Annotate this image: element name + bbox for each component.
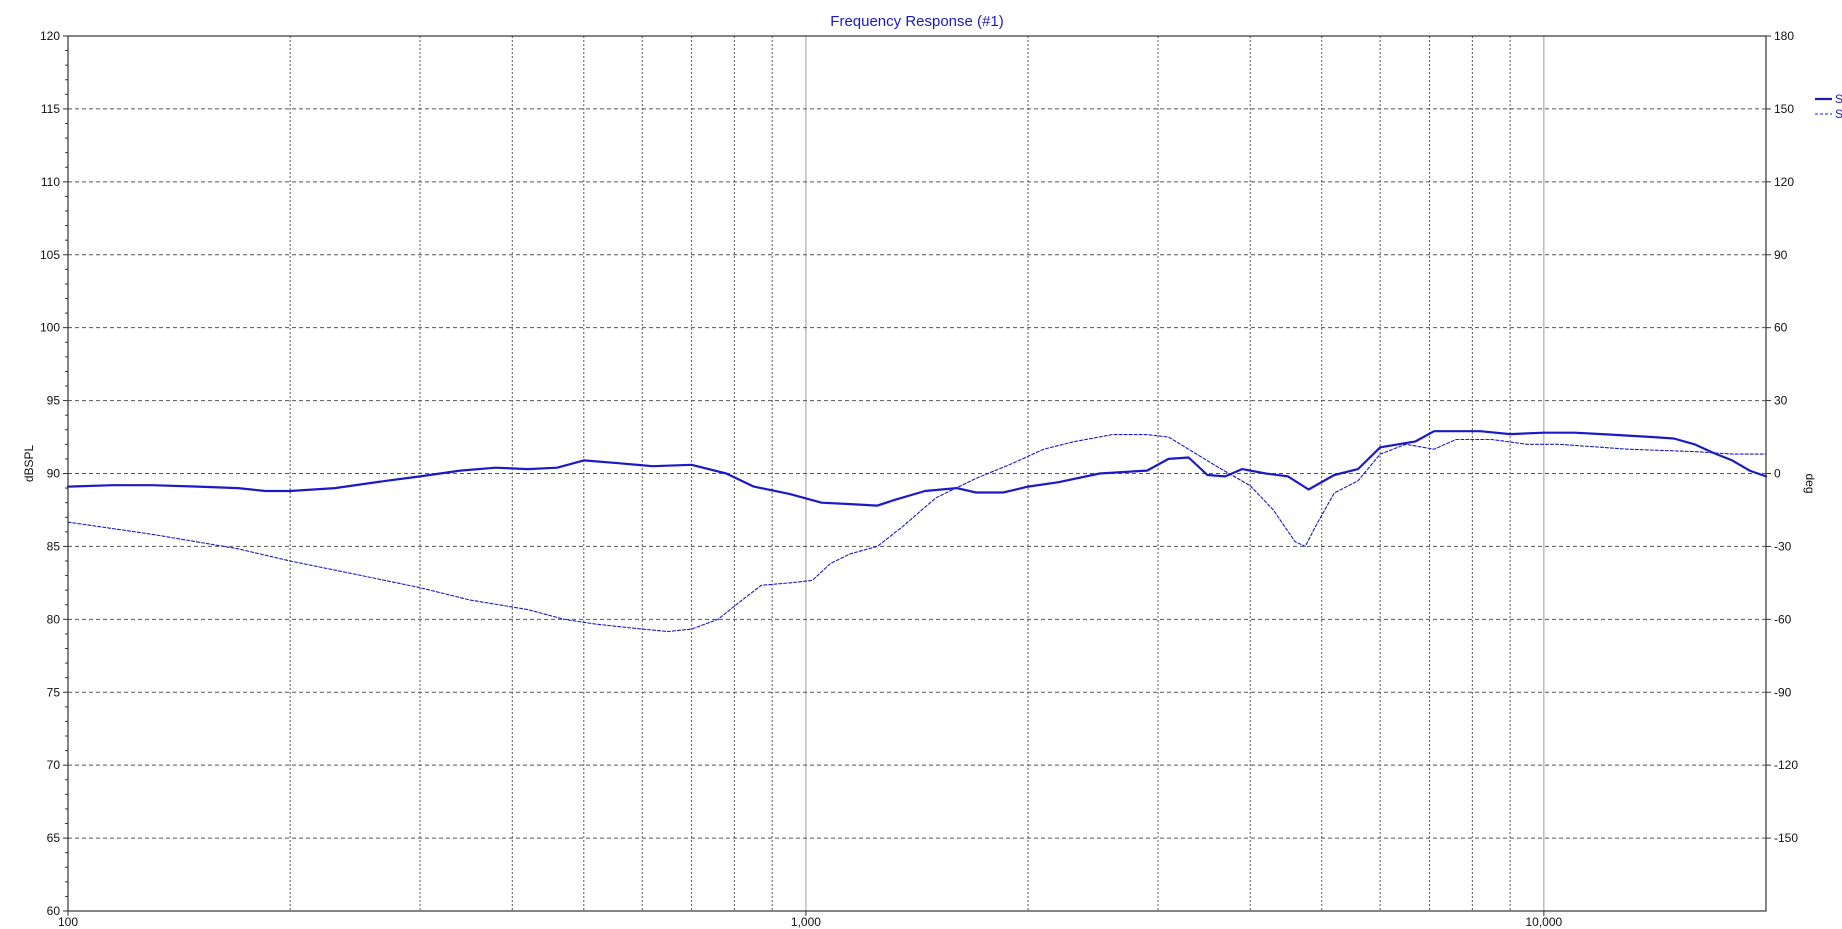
phase-series-line xyxy=(67,434,1767,633)
y-tick-label: 75 xyxy=(47,685,61,699)
y-tick-label: 85 xyxy=(47,539,61,553)
chart-title: Frequency Response (#1) xyxy=(830,13,1003,30)
y2-tick-label: 180 xyxy=(1774,29,1794,43)
y-tick-label: 65 xyxy=(47,831,61,845)
y2-tick-label: 90 xyxy=(1774,248,1788,262)
y2-tick-label: 120 xyxy=(1774,175,1794,189)
y-tick-label: 90 xyxy=(47,467,61,481)
y2-tick-label: -60 xyxy=(1774,612,1792,626)
axis-layer: 60 65 70 75 80 85 90 95 100 105 110 115 120 -150 -120 -… xyxy=(40,29,1798,929)
x-tick-label: 100 xyxy=(58,915,78,929)
y-tick-label: 95 xyxy=(47,394,61,408)
legend-label: S xyxy=(1835,92,1842,106)
y-tick-label: 80 xyxy=(47,612,61,626)
legend: SS xyxy=(1815,92,1842,121)
spl-series-line xyxy=(66,430,1768,507)
y2-tick-label: 30 xyxy=(1774,394,1788,408)
y2-tick-label: -30 xyxy=(1774,539,1792,553)
y-axis-label: dBSPL xyxy=(22,444,36,482)
y2-tick-label: -90 xyxy=(1774,685,1792,699)
series-layer xyxy=(66,430,1768,633)
y-tick-label: 60 xyxy=(47,904,61,918)
y-tick-label: 100 xyxy=(40,321,60,335)
y2-tick-label: -120 xyxy=(1774,758,1798,772)
y-tick-label: 105 xyxy=(40,248,60,262)
x-tick-label: 10,000 xyxy=(1526,915,1563,929)
y-tick-label: 120 xyxy=(40,29,60,43)
y2-tick-label: -150 xyxy=(1774,831,1798,845)
x-tick-label: 1,000 xyxy=(791,915,821,929)
y2-tick-label: 150 xyxy=(1774,102,1794,116)
y2-tick-label: 60 xyxy=(1774,321,1788,335)
legend-label: S xyxy=(1835,107,1842,121)
y2-tick-label: 0 xyxy=(1774,467,1781,481)
y-tick-label: 110 xyxy=(41,175,60,189)
y-tick-label: 70 xyxy=(47,758,61,772)
y-tick-label: 115 xyxy=(41,102,60,116)
grid-layer xyxy=(67,36,1767,911)
y2-axis-label: deg xyxy=(1803,473,1817,493)
